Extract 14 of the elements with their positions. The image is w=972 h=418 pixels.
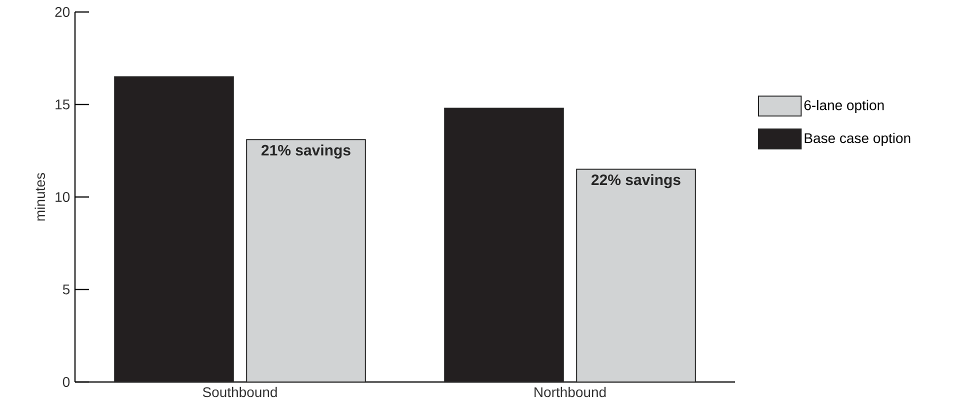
bar bbox=[246, 139, 366, 382]
legend-label: Base case option bbox=[804, 132, 910, 146]
y-axis-title: minutes bbox=[34, 173, 46, 221]
x-tick-label: Southbound bbox=[202, 386, 277, 398]
y-tick-label: 10 bbox=[56, 192, 70, 202]
legend-label: 6-lane option bbox=[804, 100, 884, 113]
y-tick-label: 0 bbox=[62, 377, 70, 387]
y-tick-label: 20 bbox=[55, 7, 70, 17]
y-tick-label: 5 bbox=[62, 284, 70, 294]
annotation: 21% savings bbox=[261, 144, 350, 159]
bar bbox=[576, 168, 696, 382]
y-tick-label: 15 bbox=[56, 100, 70, 110]
annotation: 22% savings bbox=[591, 174, 680, 188]
x-tick-label: Northbound bbox=[534, 386, 606, 398]
